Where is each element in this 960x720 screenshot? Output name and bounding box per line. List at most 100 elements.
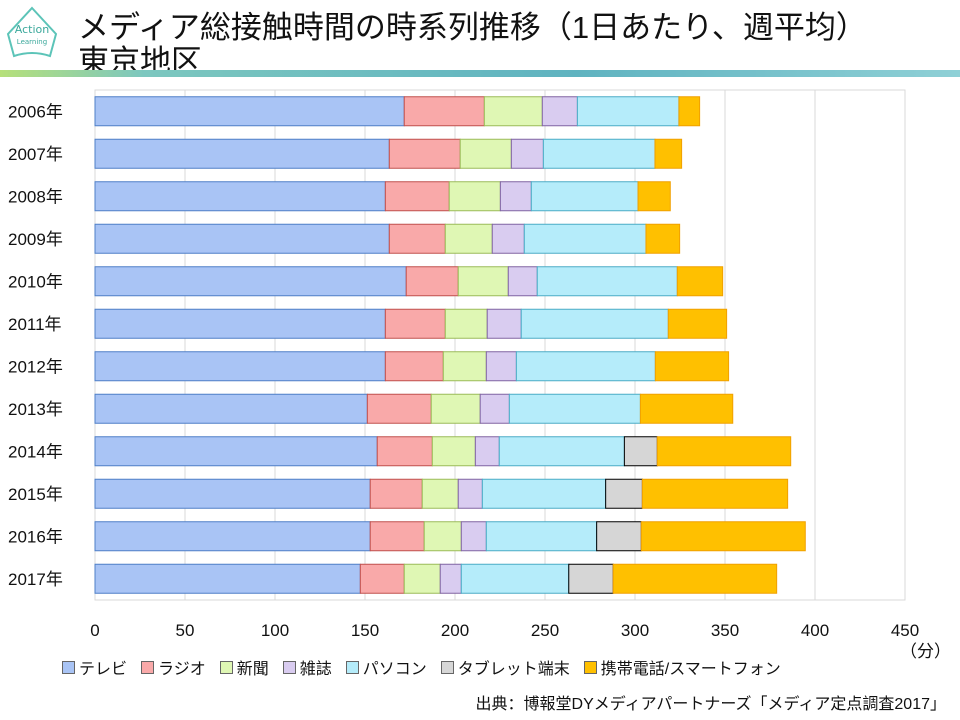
bar-segment-5 (605, 478, 643, 509)
bar-segment-3 (439, 563, 462, 594)
x-tick-label: 400 (801, 621, 829, 640)
legend-swatch (219, 660, 233, 674)
x-tick-label: 300 (621, 621, 649, 640)
x-tick-label: 50 (176, 621, 195, 640)
bar-segment-2 (483, 96, 543, 127)
bar-segment-0 (94, 266, 407, 297)
bar-segment-2 (457, 266, 509, 297)
bar-segment-1 (388, 223, 446, 254)
bar-segment-0 (94, 478, 371, 509)
bar-segment-0 (94, 138, 390, 169)
legend-swatch (282, 660, 296, 674)
legend-label: テレビ (79, 661, 128, 678)
x-tick-label: 350 (711, 621, 739, 640)
bar-segment-0 (94, 308, 386, 339)
bar-segment-3 (510, 138, 544, 169)
bar-segment-6 (640, 521, 806, 552)
bar-segment-4 (530, 181, 639, 212)
svg-text:Learning: Learning (17, 38, 47, 46)
legend-swatch (141, 660, 155, 674)
bar-segment-4 (542, 138, 656, 169)
bar-segment-0 (94, 96, 405, 127)
y-tick-label: 2017年 (8, 570, 63, 589)
bar-segment-5 (596, 521, 642, 552)
bar-segment-1 (369, 478, 423, 509)
bar-segment-2 (444, 308, 488, 339)
bar-segment-6 (645, 223, 681, 254)
legend-item: テレビ (62, 655, 127, 679)
bar-segment-1 (384, 351, 444, 382)
bar-segment-0 (94, 223, 390, 254)
legend-label: パソコン (362, 661, 427, 678)
bar-segment-4 (460, 563, 570, 594)
y-tick-label: 2007年 (8, 145, 63, 164)
x-tick-label: 150 (351, 621, 379, 640)
bar-segment-6 (656, 436, 792, 467)
x-tick-label: 250 (531, 621, 559, 640)
bar-segment-6 (654, 351, 730, 382)
stacked-bar-chart: 0 50 100 150 200 250 300 350 400 450 2006年 2007年 200… (8, 89, 919, 640)
bar-segment-3 (486, 308, 522, 339)
legend-label: ラジオ (158, 661, 206, 678)
y-tick-label: 2010年 (8, 272, 63, 291)
bar-segment-6 (678, 96, 701, 127)
y-tick-label: 2006年 (8, 102, 63, 121)
legend-swatch (583, 660, 597, 674)
y-tick-label: 2008年 (8, 187, 63, 206)
bar-segment-0 (94, 521, 371, 552)
legend-item: パソコン (345, 655, 427, 679)
source-note: 出典：博報堂DYメディアパートナーズ「メディア定点調査2017」 (475, 696, 946, 713)
bar-segment-3 (457, 478, 483, 509)
bar-segment-2 (403, 563, 441, 594)
bar-segment-1 (369, 521, 425, 552)
bar-segment-3 (485, 351, 517, 382)
y-tick-label: 2015年 (8, 485, 63, 504)
legend-swatch (345, 660, 359, 674)
x-axis-unit: （分） (900, 642, 951, 661)
bar-segment-1 (405, 266, 459, 297)
bar-segment-3 (507, 266, 538, 297)
bar-segment-0 (94, 351, 386, 382)
y-tick-label: 2016年 (8, 527, 63, 546)
bar-segment-1 (366, 393, 432, 424)
bar-segment-2 (423, 521, 462, 552)
bar-segment-2 (421, 478, 459, 509)
bar-segment-0 (94, 563, 361, 594)
bar-segment-4 (536, 266, 678, 297)
bar-segment-4 (498, 436, 625, 467)
y-tick-label: 2014年 (8, 442, 63, 461)
legend-item: 新聞 (219, 655, 269, 679)
legend-item: ラジオ (141, 655, 206, 679)
legend: テレビ ラジオ 新聞 雑誌 パソコン タブレット端末 携帯電話/スマートフォン (62, 655, 781, 679)
legend-item: 雑誌 (282, 655, 332, 679)
legend-label: 携帯電話/スマートフォン (600, 661, 781, 678)
bar-segment-2 (459, 138, 512, 169)
bar-segment-3 (491, 223, 525, 254)
bar-segment-3 (460, 521, 487, 552)
bar-segment-6 (639, 393, 734, 424)
legend-label: 雑誌 (299, 661, 332, 678)
plot-area (94, 89, 906, 601)
bar-segment-6 (641, 478, 789, 509)
bar-segment-4 (481, 478, 607, 509)
bar-segment-4 (576, 96, 680, 127)
legend-swatch (62, 660, 75, 674)
bar-segment-0 (94, 436, 378, 467)
bar-segment-0 (94, 393, 368, 424)
legend-label: 新聞 (236, 661, 269, 678)
y-tick-label: 2011年 (8, 315, 62, 334)
y-tick-label: 2012年 (8, 357, 63, 376)
bar-segment-3 (541, 96, 578, 127)
bar-segment-6 (612, 563, 778, 594)
bar-segment-4 (508, 393, 641, 424)
bar-segment-6 (637, 181, 671, 212)
bar-segment-6 (676, 266, 724, 297)
x-tick-label: 100 (261, 621, 289, 640)
legend-item: 携帯電話/スマートフォン (583, 655, 781, 679)
bar-segment-2 (448, 181, 501, 212)
page-title: メディア総接触時間の時系列推移（1日あたり、週平均） (78, 10, 867, 45)
x-tick-label: 200 (441, 621, 469, 640)
x-tick-label: 0 (90, 621, 99, 640)
bar-segment-2 (430, 393, 481, 424)
bar-segment-1 (359, 563, 405, 594)
